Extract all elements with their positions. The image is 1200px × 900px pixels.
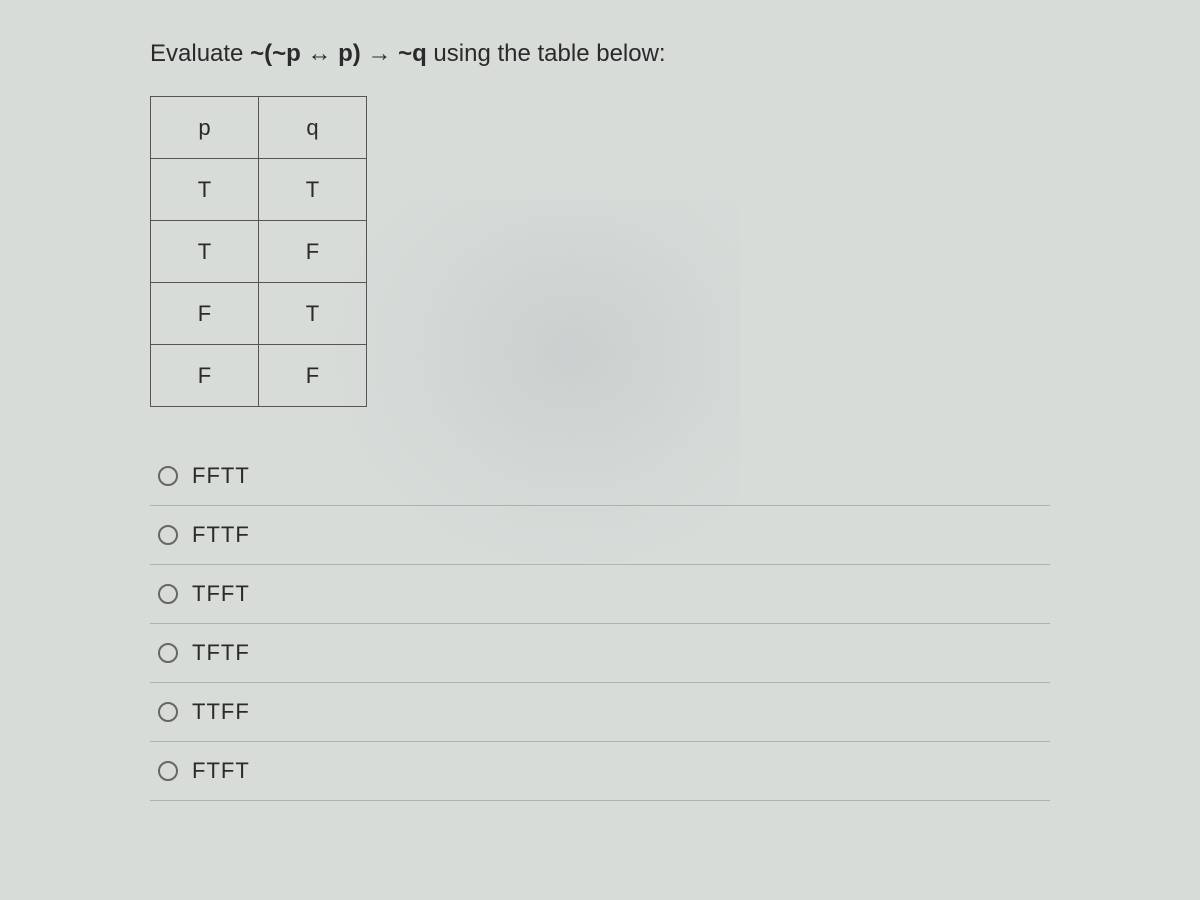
table-row: F F (151, 345, 367, 407)
option-label: FTFT (192, 758, 250, 784)
question-expression: ~(~p ↔ p) → ~q (250, 40, 427, 67)
radio-ftft[interactable] (158, 761, 178, 781)
table-cell: F (151, 283, 259, 345)
table-cell: T (151, 221, 259, 283)
table-cell: F (151, 345, 259, 407)
table-cell: T (259, 283, 367, 345)
table-row: T F (151, 221, 367, 283)
option-label: FFTT (192, 463, 250, 489)
table-header-q: q (259, 97, 367, 159)
table-cell: T (259, 159, 367, 221)
option-fttf[interactable]: FTTF (150, 506, 1050, 565)
radio-ttff[interactable] (158, 702, 178, 722)
table-cell: F (259, 345, 367, 407)
truth-table: p q T T T F F T F F (150, 96, 367, 407)
radio-tfft[interactable] (158, 584, 178, 604)
table-row: F T (151, 283, 367, 345)
option-tfft[interactable]: TFFT (150, 565, 1050, 624)
option-label: TFTF (192, 640, 250, 666)
radio-fttf[interactable] (158, 525, 178, 545)
option-ttff[interactable]: TTFF (150, 683, 1050, 742)
question-prefix: Evaluate (150, 40, 250, 67)
table-header-p: p (151, 97, 259, 159)
table-cell: T (151, 159, 259, 221)
table-row: T T (151, 159, 367, 221)
answer-options: FFTT FTTF TFFT TFTF TTFF FTFT (150, 447, 1050, 801)
table-header-row: p q (151, 97, 367, 159)
radio-fftt[interactable] (158, 466, 178, 486)
question-suffix: using the table below: (427, 40, 666, 67)
option-fftt[interactable]: FFTT (150, 447, 1050, 506)
option-ftft[interactable]: FTFT (150, 742, 1050, 801)
option-label: TTFF (192, 699, 250, 725)
question-prompt: Evaluate ~(~p ↔ p) → ~q using the table … (150, 40, 1050, 68)
option-label: FTTF (192, 522, 250, 548)
option-tftf[interactable]: TFTF (150, 624, 1050, 683)
table-cell: F (259, 221, 367, 283)
radio-tftf[interactable] (158, 643, 178, 663)
option-label: TFFT (192, 581, 250, 607)
